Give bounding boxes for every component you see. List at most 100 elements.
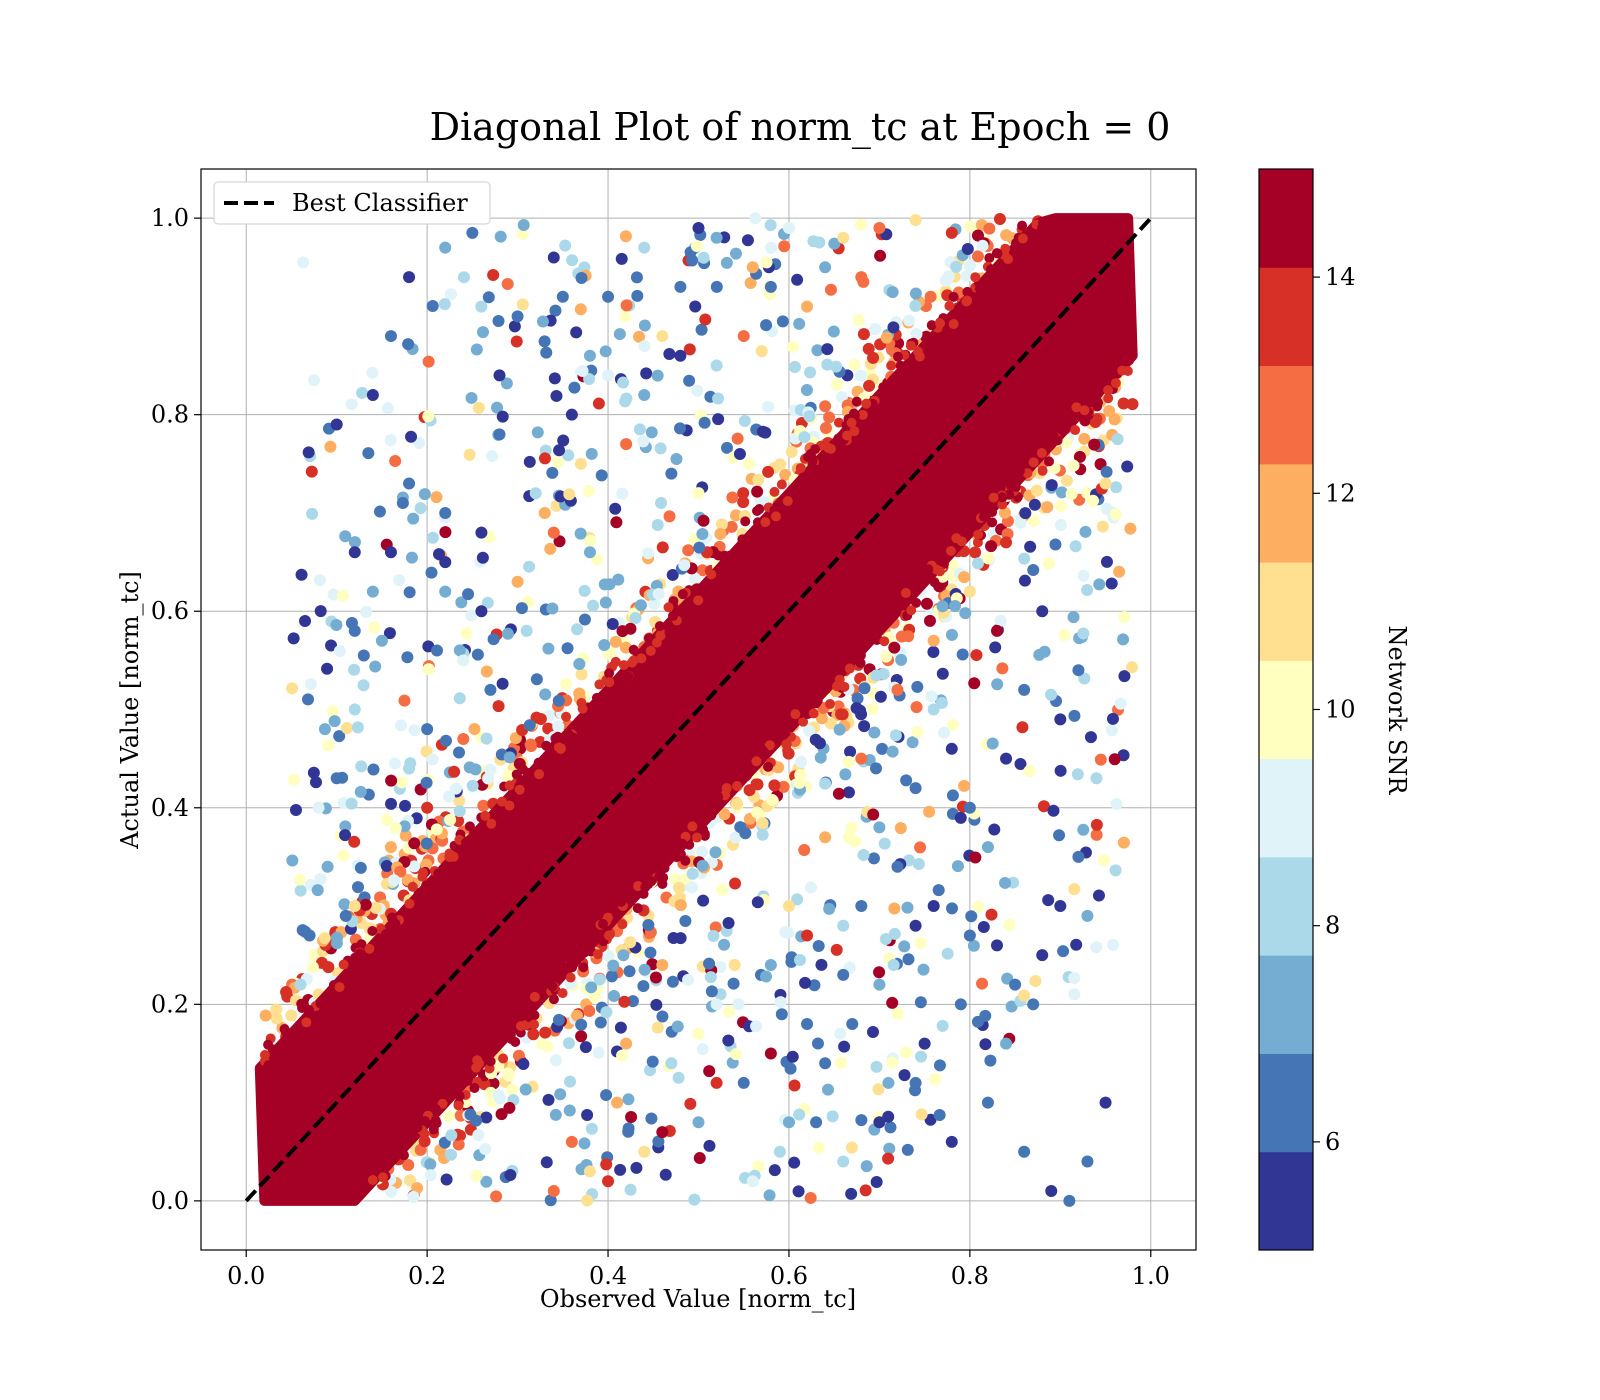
scatter-point xyxy=(355,760,368,773)
scatter-point xyxy=(376,937,387,948)
scatter-point xyxy=(756,817,769,830)
scatter-point xyxy=(858,720,871,733)
scatter-point xyxy=(842,786,855,799)
scatter-point xyxy=(693,1152,706,1165)
scatter-point xyxy=(651,369,664,382)
scatter-point xyxy=(879,932,892,945)
scatter-point xyxy=(598,578,611,591)
scatter-point xyxy=(288,773,301,786)
scatter-point xyxy=(712,392,725,405)
scatter-point xyxy=(1036,605,1049,618)
scatter-point xyxy=(418,488,431,501)
scatter-point xyxy=(722,916,735,929)
scatter-point xyxy=(367,1174,378,1185)
scatter-point xyxy=(527,1011,538,1022)
scatter-point xyxy=(270,1012,283,1025)
scatter-point xyxy=(697,251,710,264)
scatter-point xyxy=(1126,398,1139,411)
scatter-point xyxy=(1053,829,1066,842)
scatter-point xyxy=(652,587,665,600)
scatter-point xyxy=(969,851,982,864)
scatter-point xyxy=(968,677,981,690)
scatter-point xyxy=(933,1059,946,1072)
scatter-point xyxy=(731,798,744,811)
scatter-point xyxy=(504,1169,517,1182)
scatter-point xyxy=(627,657,638,668)
scatter-point xyxy=(855,900,868,913)
scatter-point xyxy=(577,703,588,714)
scatter-point xyxy=(1111,433,1124,446)
scatter-point xyxy=(339,909,352,922)
scatter-point xyxy=(421,889,432,900)
scatter-point xyxy=(616,896,627,907)
scatter-point xyxy=(426,531,439,544)
scatter-point xyxy=(1054,713,1067,726)
scatter-point xyxy=(366,389,379,402)
scatter-point xyxy=(1090,772,1103,785)
scatter-point xyxy=(874,690,887,703)
scatter-point xyxy=(1060,436,1073,449)
scatter-point xyxy=(664,627,675,638)
scatter-point xyxy=(927,634,940,647)
scatter-point xyxy=(844,663,855,674)
scatter-point xyxy=(901,901,914,914)
scatter-point xyxy=(523,455,536,468)
scatter-point xyxy=(926,320,937,331)
y-tick-label: 0.6 xyxy=(151,597,189,625)
scatter-point xyxy=(270,1003,283,1016)
scatter-point xyxy=(678,559,691,572)
scatter-point xyxy=(665,467,678,480)
scatter-point xyxy=(936,667,949,680)
scatter-point xyxy=(345,398,358,411)
scatter-point xyxy=(625,1110,638,1123)
scatter-point xyxy=(384,546,397,559)
scatter-point xyxy=(819,1057,832,1070)
scatter-point xyxy=(604,677,615,688)
scatter-point xyxy=(866,1026,879,1039)
scatter-point xyxy=(1099,1096,1112,1109)
scatter-point xyxy=(475,605,488,618)
scatter-point xyxy=(314,605,327,618)
scatter-point xyxy=(530,673,543,686)
scatter-point xyxy=(1090,941,1103,954)
scatter-point xyxy=(547,251,560,264)
scatter-point xyxy=(807,235,820,248)
scatter-point xyxy=(1105,724,1118,737)
scatter-point xyxy=(1110,378,1121,389)
scatter-point xyxy=(845,652,856,663)
scatter-point xyxy=(992,248,1003,259)
scatter-point xyxy=(673,422,686,435)
scatter-point xyxy=(1090,828,1103,841)
scatter-point xyxy=(523,719,536,732)
scatter-point xyxy=(465,391,478,404)
scatter-point xyxy=(855,650,866,661)
scatter-point xyxy=(706,810,717,821)
scatter-point xyxy=(1073,450,1086,463)
scatter-point xyxy=(517,775,528,786)
scatter-point xyxy=(619,230,632,243)
y-tick-label: 1.0 xyxy=(151,204,189,232)
scatter-point xyxy=(576,365,589,378)
scatter-point xyxy=(302,693,315,706)
scatter-point xyxy=(830,360,843,373)
scatter-point xyxy=(979,1009,992,1022)
scatter-point xyxy=(551,456,564,469)
scatter-point xyxy=(880,650,893,663)
scatter-point xyxy=(909,919,922,932)
scatter-point xyxy=(536,315,549,328)
scatter-point xyxy=(1037,800,1050,813)
scatter-point xyxy=(557,434,570,447)
scatter-point xyxy=(1100,555,1113,568)
scatter-point xyxy=(403,477,416,490)
scatter-point xyxy=(385,774,398,787)
scatter-point xyxy=(986,737,999,750)
scatter-point xyxy=(654,871,665,882)
scatter-point xyxy=(862,342,875,355)
scatter-point xyxy=(533,757,544,768)
scatter-point xyxy=(313,574,326,587)
scatter-point xyxy=(575,272,588,285)
scatter-point xyxy=(819,777,832,790)
scatter-point xyxy=(826,1110,839,1123)
scatter-point xyxy=(1100,465,1113,478)
scatter-point xyxy=(547,526,560,539)
